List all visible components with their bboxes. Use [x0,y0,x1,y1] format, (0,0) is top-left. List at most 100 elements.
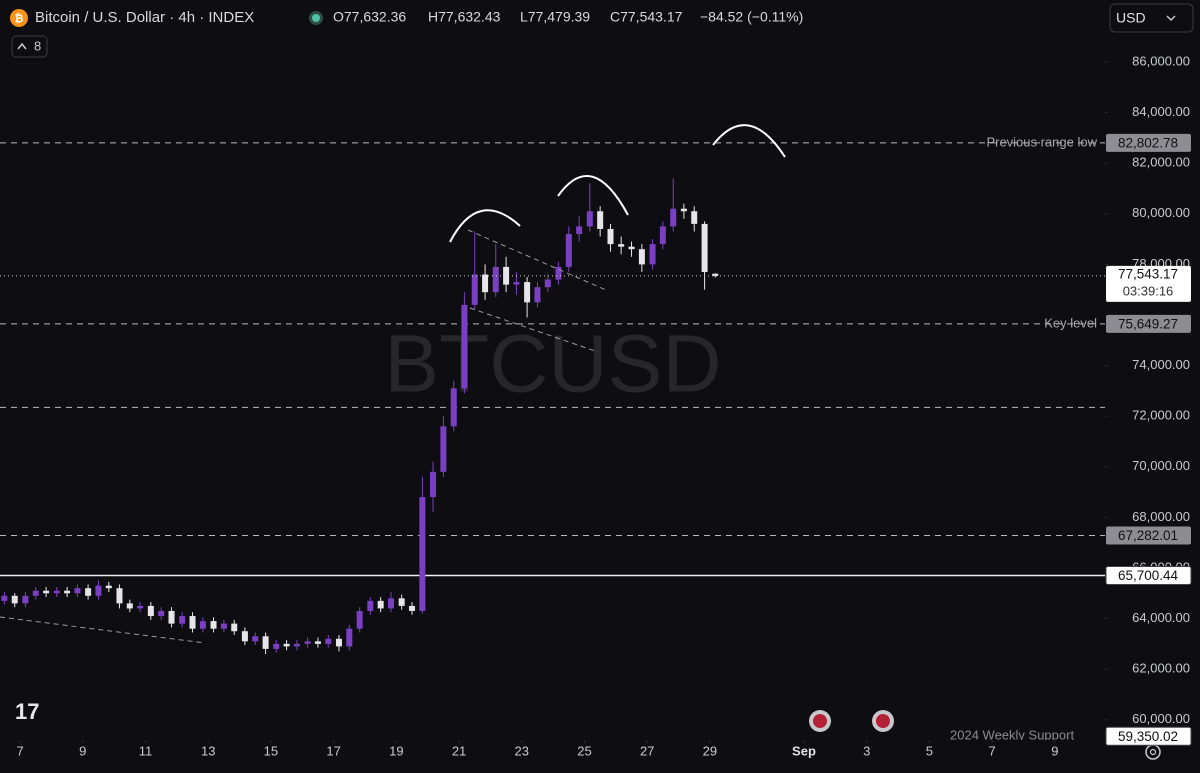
event-flag-inner [876,714,890,728]
price-line-text: Key level [1044,315,1097,330]
price-label: 59,350.02 [1118,729,1178,744]
candle-body [64,590,71,594]
y-tick-label: 62,000.00 [1132,661,1190,676]
candle-body [314,641,321,644]
x-tick-label: Sep [792,743,816,758]
candle-body [325,638,332,644]
x-tick-label: 7 [988,743,995,758]
x-tick-label: 25 [577,743,591,758]
candle-body [179,616,186,624]
drawn-arc [557,175,629,216]
candle-body [482,274,489,293]
trendline [0,616,206,644]
time-axis [0,740,1105,773]
candle-body [534,287,541,303]
candle-body [346,628,353,647]
candle-body [147,605,154,617]
price-line-text: Previous range low [986,134,1097,149]
candle-body [649,244,656,265]
candle-body [461,304,468,389]
y-tick-label: 82,000.00 [1132,155,1190,170]
candle-body [168,610,175,624]
candle-body [210,621,217,629]
ohlc-value: C77,543.17 [610,9,683,25]
ohlc-header: O77,632.36 H77,632.43 L77,479.39 C77,543.17… [333,9,803,25]
y-tick-label: 74,000.00 [1132,357,1190,372]
ohlc-value: O77,632.36 [333,9,406,25]
candle-body [377,600,384,609]
status-dot [312,14,320,22]
candle-body [105,585,112,589]
trendline [469,307,599,353]
y-tick-label: 72,000.00 [1132,408,1190,423]
x-tick-label: 13 [201,743,215,758]
candle-body [252,636,259,642]
x-tick-label: 5 [926,743,933,758]
price-label-box [1106,133,1191,152]
x-tick-label: 23 [515,743,529,758]
candle-body [607,228,614,245]
y-tick-label: 70,000.00 [1132,458,1190,473]
candle-body [116,588,123,604]
candle-body [43,590,50,594]
price-label: 75,649.27 [1118,316,1178,331]
x-tick-label: 11 [139,743,153,758]
symbol-title[interactable]: Bitcoin / U.S. Dollar · 4h · INDEX [35,9,254,26]
candle-body [262,636,269,649]
x-tick-label: 9 [1051,743,1058,758]
candle-body [32,590,39,596]
candle-body [367,600,374,611]
candle-body [440,426,447,472]
settings-button-center [1149,748,1157,756]
candle-body [430,471,437,498]
plot-area [0,142,1105,654]
candle-body [450,388,457,427]
candle-body [628,246,635,250]
price-label: 65,700.44 [1118,568,1179,583]
x-tick-label: 15 [264,743,278,758]
candle-body [220,623,227,629]
candle-body [618,244,625,247]
watermark: BTCUSD [384,319,721,410]
bitcoin-icon [10,9,28,27]
candle-body [565,234,572,267]
candle-body [513,282,520,285]
annotation: 2024 Weekly Support [950,727,1074,742]
price-label-box [1106,526,1191,545]
drawings [449,124,786,243]
candle-body [492,266,499,293]
candle-body [680,208,687,212]
x-tick-label: 27 [640,743,654,758]
tv-logo[interactable]: 17 [15,699,39,724]
candle-body [53,590,60,594]
candle-body [231,623,238,632]
x-tick-label: 9 [79,743,86,758]
candle-body [555,266,562,280]
drawn-arc [449,209,521,243]
price-label-box [1105,566,1192,586]
price-label: 67,282.01 [1118,528,1178,543]
candle-body [503,266,510,285]
candle-body [85,588,92,596]
candle-body [95,585,102,596]
event-flag-inner [813,714,827,728]
y-tick-label: 84,000.00 [1132,104,1190,119]
candle-body [586,211,593,227]
candle-body [388,598,395,609]
ohlc-value: L77,479.39 [520,9,590,25]
ohlc-value: −84.52 (−0.11%) [700,9,803,25]
price-label-box [1106,314,1191,333]
candle-body [544,279,551,288]
currency-dropdown[interactable] [1109,3,1194,33]
x-tick-label: 21 [452,743,466,758]
x-tick-label: 29 [703,743,717,758]
candle-body [304,641,311,644]
indicator-toggle[interactable] [11,35,48,58]
chevron [17,42,27,50]
candle-body [659,226,666,245]
y-tick-label: 64,000.00 [1132,610,1190,625]
trendline [467,229,607,291]
